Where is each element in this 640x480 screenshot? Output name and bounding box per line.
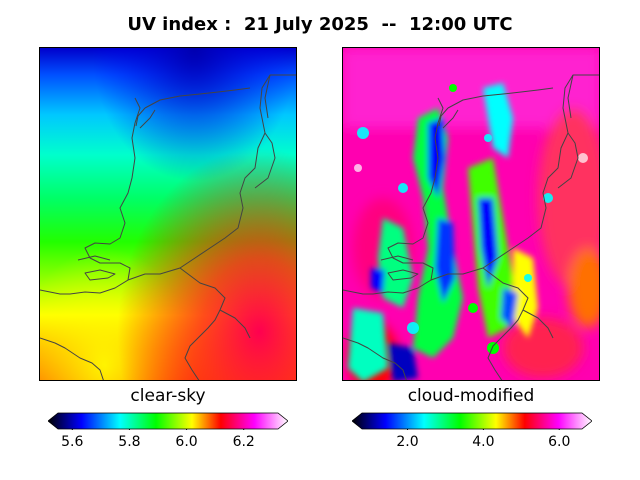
clear-sky-colorbar	[48, 412, 288, 430]
country-borders	[343, 74, 599, 380]
cloud-modified-map-canvas	[343, 48, 599, 380]
colorbar-gradient	[48, 412, 288, 430]
colorbar-tick-label: 6.0	[175, 434, 198, 450]
clear-sky-label: clear-sky	[130, 386, 206, 406]
cloud-modified-map	[342, 47, 600, 381]
colorbar-tick-label: 5.6	[61, 434, 84, 450]
colorbar-tick-label: 4.0	[472, 434, 495, 450]
colorbar-tick-label: 2.0	[396, 434, 419, 450]
cloud-modified-label: cloud-modified	[407, 386, 535, 406]
cloud-modified-colorbar	[352, 412, 592, 430]
figure-title: UV index : 21 July 2025 -- 12:00 UTC	[127, 14, 513, 35]
country-borders	[40, 74, 296, 380]
clear-sky-map	[39, 47, 297, 381]
colorbar-tick-label: 6.0	[548, 434, 571, 450]
colorbar-tick-label: 6.2	[232, 434, 255, 450]
clear-sky-map-canvas	[40, 48, 296, 380]
colorbar-tick-label: 5.8	[118, 434, 141, 450]
colorbar-gradient	[352, 412, 592, 430]
